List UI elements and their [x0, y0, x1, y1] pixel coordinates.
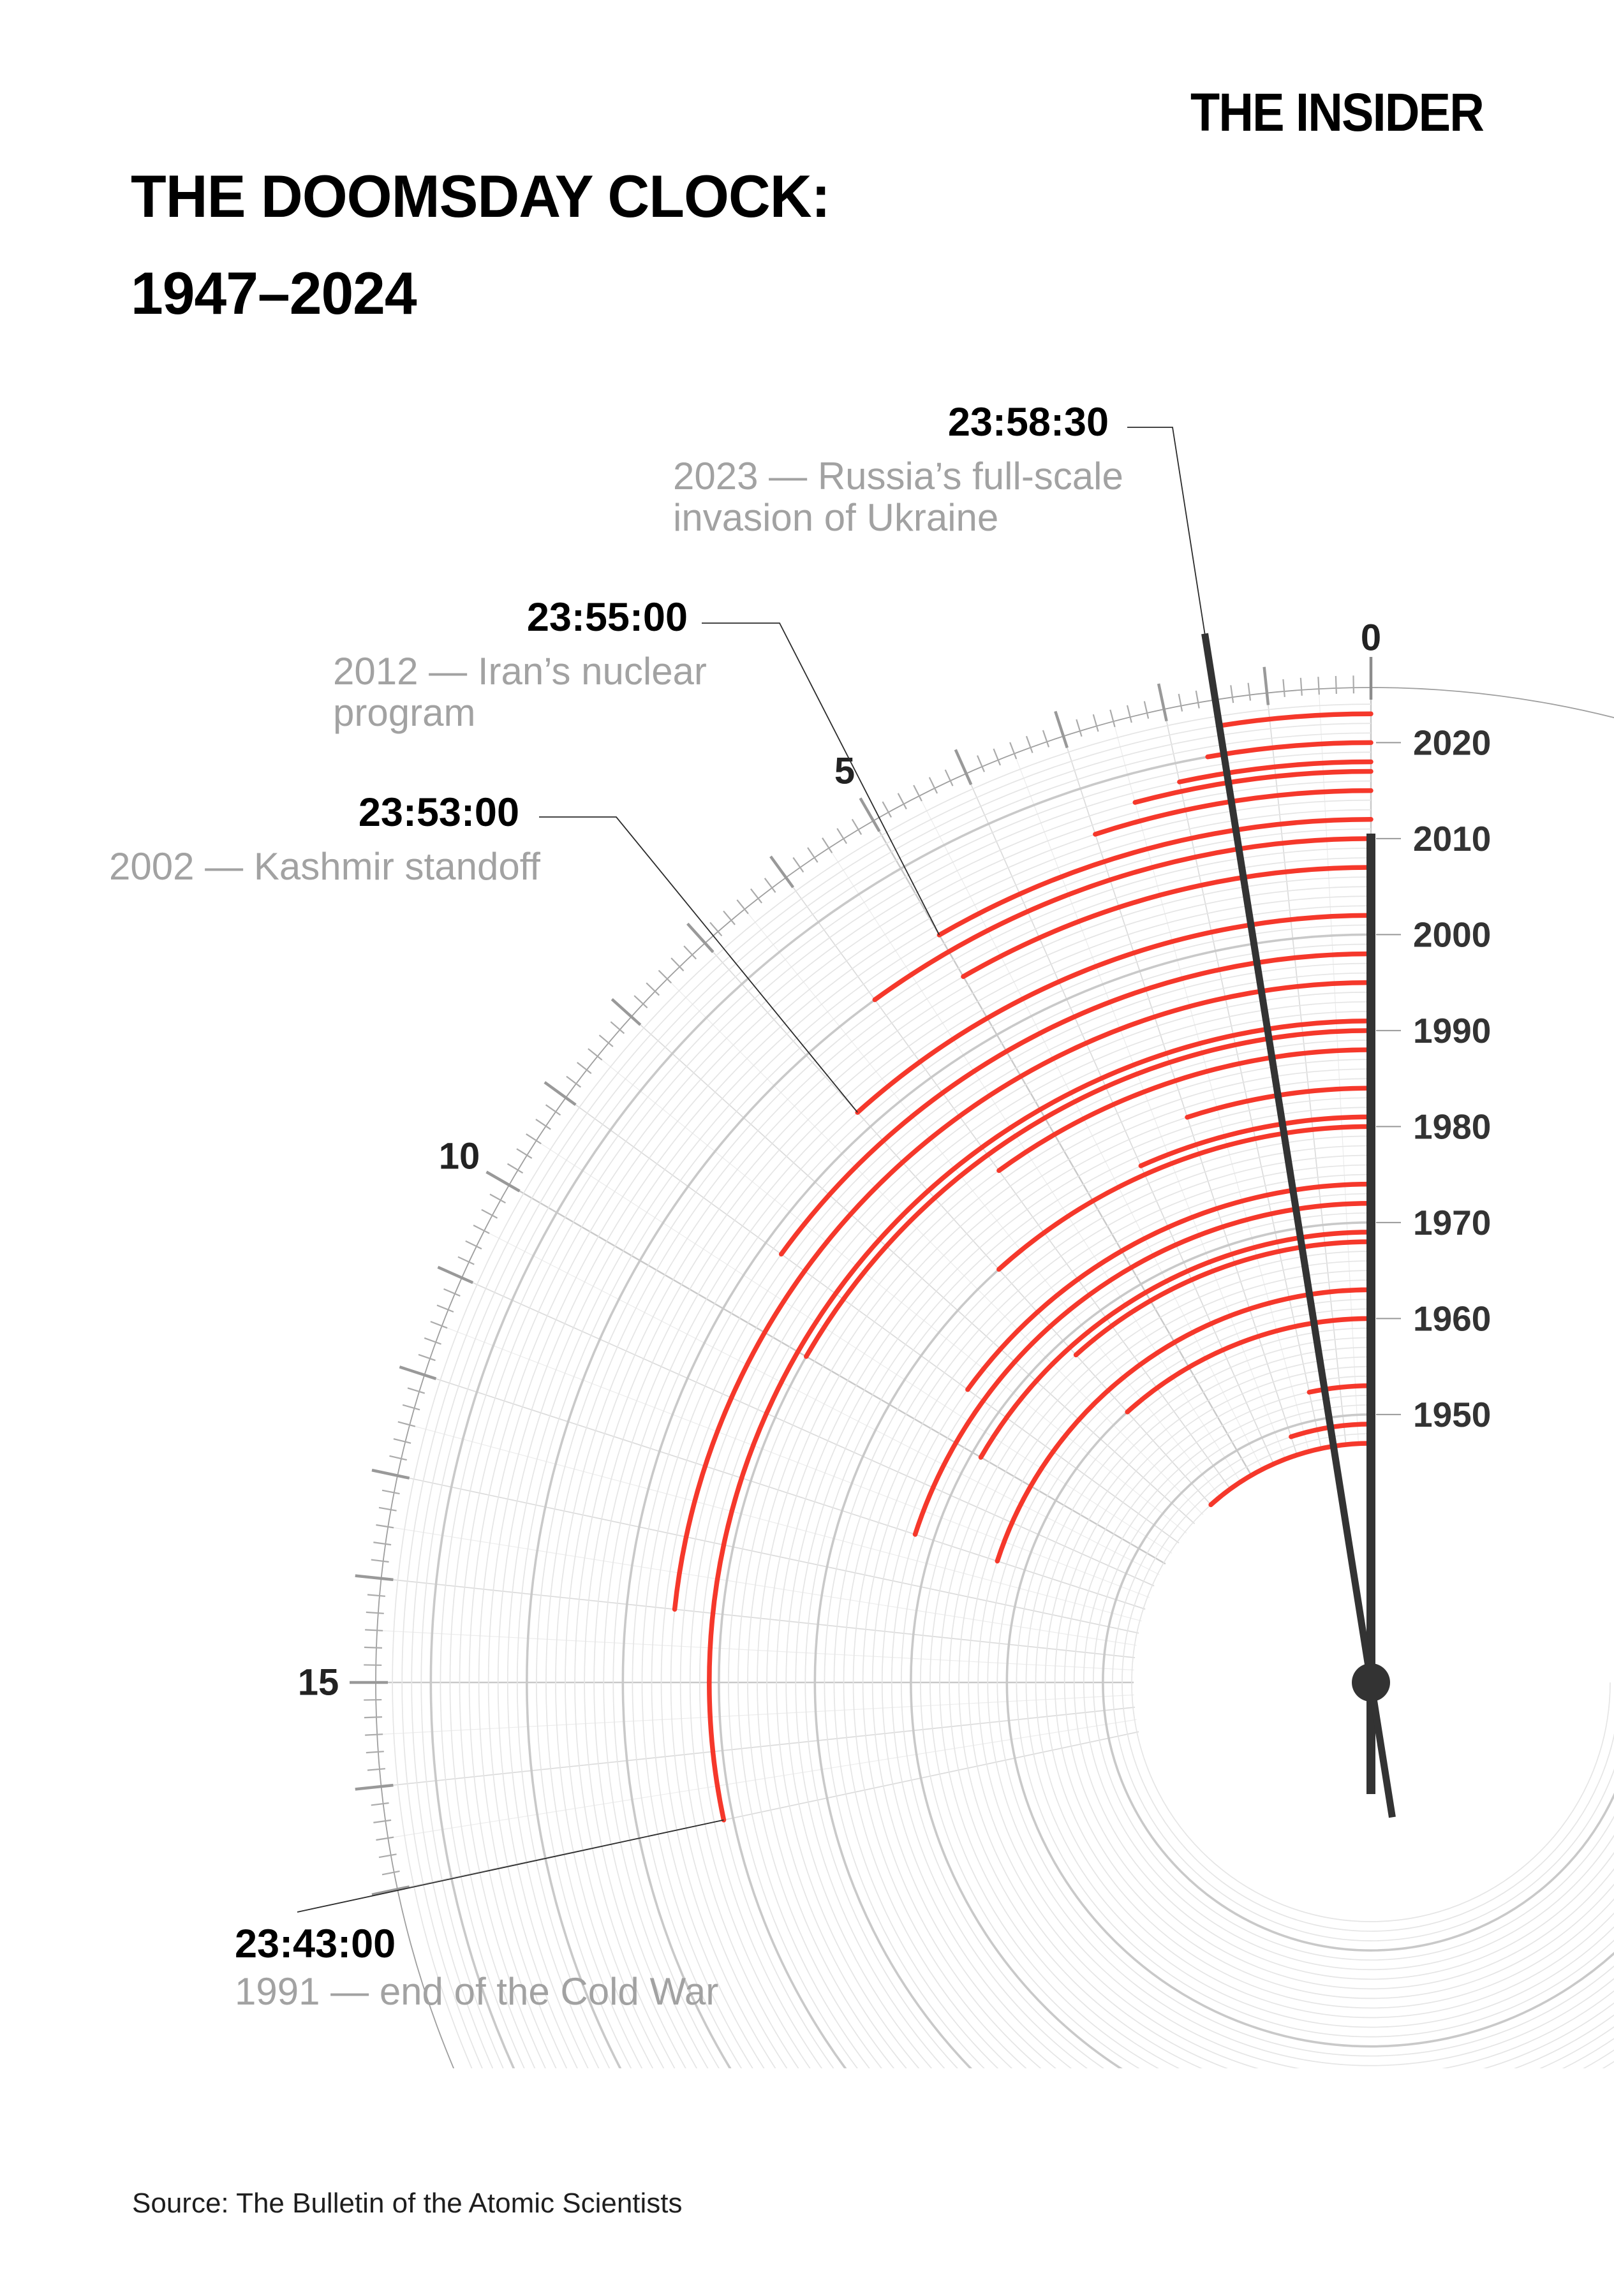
minutes-to-midnight-arcs: [672, 711, 1373, 1823]
arc-1974: [965, 1181, 1373, 1392]
arc-2010: [872, 836, 1373, 1003]
annotation-leaders: [297, 427, 1206, 1913]
annotation-2023-time: 23:58:30: [947, 400, 1109, 445]
annotation-2002-time: 23:53:00: [358, 790, 519, 835]
minute-labels: 0 5 10 15: [298, 617, 1381, 1704]
brand-logo: THE INSIDER: [1190, 82, 1484, 142]
arc-1963: [995, 1287, 1373, 1564]
annotation-2023-event-line2: invasion of Ukraine: [673, 496, 999, 539]
angle-axis-ticks: [350, 657, 1614, 2068]
arc-1981: [1138, 1114, 1373, 1168]
minute-label-15: 15: [298, 1662, 339, 1704]
title-line-1: THE DOOMSDAY CLOCK:: [131, 163, 831, 230]
arc-2012: [937, 817, 1373, 938]
annotation-2002-event-line1: 2002 — Kashmir standoff: [109, 845, 540, 888]
source-note: Source: The Bulletin of the Atomic Scien…: [132, 2188, 683, 2219]
arc-1998: [778, 951, 1373, 1257]
minute-label-0: 0: [1361, 617, 1381, 659]
arc-1968: [1073, 1239, 1373, 1358]
annotation-1991-event-line1: 1991 — end of the Cold War: [235, 1970, 719, 2013]
arc-2020: [1205, 740, 1373, 760]
arc-1980: [996, 1124, 1373, 1272]
midnight-hand: [1366, 834, 1375, 1794]
year-axis: 1950 1960 1970 1980 1990 2000 2010 2020: [1376, 723, 1491, 1434]
leader-2002: [539, 816, 858, 1113]
annotation-2012: 23:55:00 2012 — Iran’s nuclear program: [333, 594, 707, 734]
year-label-1980: 1980: [1413, 1107, 1491, 1146]
year-label-1970: 1970: [1413, 1203, 1491, 1242]
annotation-2012-event-line2: program: [333, 691, 476, 734]
clock-hands: [1201, 633, 1396, 1818]
annotation-2023: 23:58:30 2023 — Russia’s full-scale inva…: [673, 399, 1123, 539]
title-line-2: 1947–2024: [131, 260, 417, 327]
arc-2023: [1217, 711, 1373, 728]
leader-1991: [297, 1819, 724, 1913]
arc-2018: [1177, 759, 1373, 784]
year-label-1990: 1990: [1413, 1011, 1491, 1050]
arc-1947: [1208, 1441, 1373, 1508]
annotation-2012-event-line1: 2012 — Iran’s nuclear: [333, 650, 707, 693]
arc-1960: [1125, 1316, 1373, 1415]
year-label-1950: 1950: [1413, 1395, 1491, 1434]
annotation-2002: 23:53:00 2002 — Kashmir standoff: [109, 790, 540, 888]
year-label-2020: 2020: [1413, 723, 1491, 762]
minute-label-5: 5: [834, 751, 855, 792]
year-label-1960: 1960: [1413, 1299, 1491, 1338]
arc-1972: [912, 1201, 1373, 1537]
minute-hand: [1201, 633, 1396, 1818]
arc-2007: [961, 865, 1373, 979]
clock-pivot: [1352, 1663, 1390, 1702]
arc-2002: [855, 913, 1373, 1115]
leader-2012: [702, 622, 940, 936]
arc-1988: [996, 1047, 1373, 1174]
arc-1995: [672, 980, 1373, 1612]
year-label-2010: 2010: [1413, 819, 1491, 858]
leader-2023: [1127, 427, 1206, 634]
annotation-1991-time: 23:43:00: [235, 1922, 396, 1966]
arc-2017: [1132, 769, 1373, 805]
annotation-1991: 23:43:00 1991 — end of the Cold War: [235, 1921, 783, 2012]
annotation-2023-event-line1: 2023 — Russia’s full-scale: [673, 455, 1123, 497]
minute-label-10: 10: [439, 1136, 480, 1177]
arc-1991: [707, 1019, 1373, 1823]
annotation-2012-time: 23:55:00: [526, 595, 688, 640]
year-label-2000: 2000: [1413, 915, 1491, 954]
page-title: THE DOOMSDAY CLOCK: 1947–2024: [131, 148, 831, 342]
